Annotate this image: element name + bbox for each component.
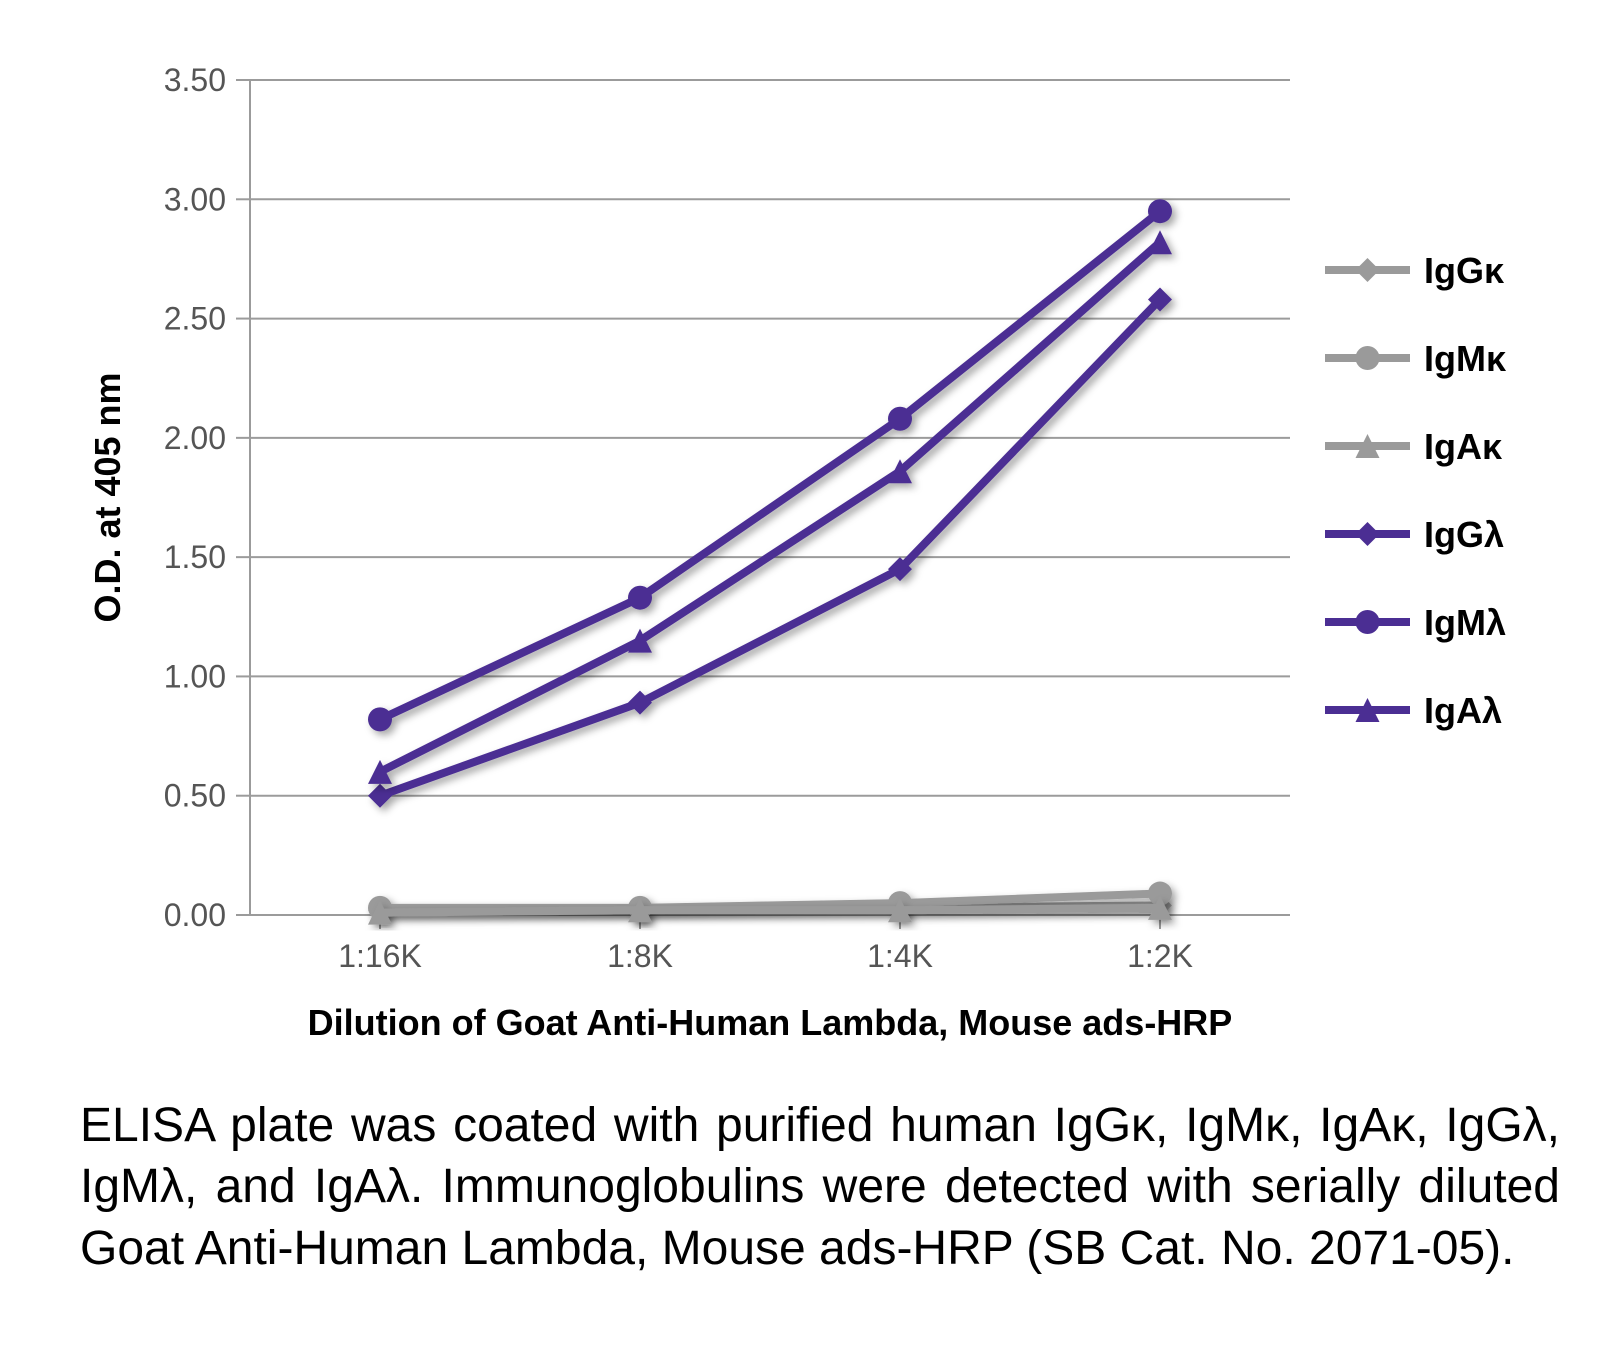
- legend-label: IgMλ: [1424, 602, 1506, 643]
- y-tick-label: 1.50: [164, 539, 226, 575]
- x-axis-label: Dilution of Goat Anti-Human Lambda, Mous…: [308, 1002, 1233, 1043]
- legend-label: IgGκ: [1424, 250, 1505, 291]
- legend-entry: IgAλ: [1325, 690, 1502, 731]
- x-tick-label: 1:4K: [867, 938, 933, 974]
- legend-label: IgGλ: [1424, 514, 1504, 555]
- legend-entry: IgMκ: [1325, 338, 1507, 379]
- page: 0.00 0.50 1.00 1.50 2.00 2.50 3.00 3.50 1:16K 1:8…: [0, 0, 1617, 1365]
- legend-entry: IgGλ: [1325, 514, 1504, 555]
- line-chart: 0.00 0.50 1.00 1.50 2.00 2.50 3.00 3.50 1:16K 1:8…: [60, 40, 1560, 1070]
- y-tick-label: 0.00: [164, 897, 226, 933]
- legend-label: IgAλ: [1424, 690, 1502, 731]
- y-tick-label: 1.00: [164, 658, 226, 694]
- chart-container: 0.00 0.50 1.00 1.50 2.00 2.50 3.00 3.50 1:16K 1:8…: [60, 40, 1560, 1070]
- y-tick-label: 2.50: [164, 301, 226, 337]
- legend-label: IgAκ: [1424, 426, 1503, 467]
- legend-entry: IgGκ: [1325, 250, 1505, 291]
- figure-caption: ELISA plate was coated with purified hum…: [80, 1095, 1560, 1279]
- y-tick-label: 3.00: [164, 181, 226, 217]
- y-tick-label: 3.50: [164, 62, 226, 98]
- x-tick-label: 1:16K: [338, 938, 422, 974]
- y-tick-label: 2.00: [164, 420, 226, 456]
- y-axis-label: O.D. at 405 nm: [87, 372, 128, 622]
- y-tick-label: 0.50: [164, 778, 226, 814]
- legend-entry: IgMλ: [1325, 602, 1506, 643]
- legend-label: IgMκ: [1424, 338, 1507, 379]
- x-tick-label: 1:2K: [1127, 938, 1193, 974]
- x-tick-label: 1:8K: [607, 938, 673, 974]
- legend-entry: IgAκ: [1325, 426, 1503, 467]
